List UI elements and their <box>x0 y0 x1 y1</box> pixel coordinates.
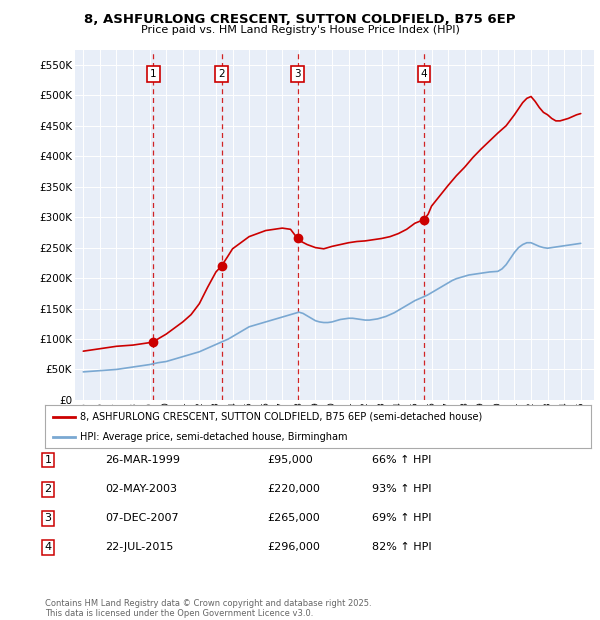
Text: 93% ↑ HPI: 93% ↑ HPI <box>372 484 431 494</box>
Text: £220,000: £220,000 <box>267 484 320 494</box>
Text: 8, ASHFURLONG CRESCENT, SUTTON COLDFIELD, B75 6EP (semi-detached house): 8, ASHFURLONG CRESCENT, SUTTON COLDFIELD… <box>80 412 483 422</box>
Text: Contains HM Land Registry data © Crown copyright and database right 2025.
This d: Contains HM Land Registry data © Crown c… <box>45 599 371 618</box>
Text: 66% ↑ HPI: 66% ↑ HPI <box>372 455 431 465</box>
Text: 8, ASHFURLONG CRESCENT, SUTTON COLDFIELD, B75 6EP: 8, ASHFURLONG CRESCENT, SUTTON COLDFIELD… <box>84 13 516 26</box>
Text: 82% ↑ HPI: 82% ↑ HPI <box>372 542 431 552</box>
Text: 2: 2 <box>218 69 225 79</box>
Text: 26-MAR-1999: 26-MAR-1999 <box>105 455 180 465</box>
Text: 3: 3 <box>294 69 301 79</box>
Text: £296,000: £296,000 <box>267 542 320 552</box>
Text: 4: 4 <box>421 69 427 79</box>
Text: £95,000: £95,000 <box>267 455 313 465</box>
Text: 1: 1 <box>44 455 52 465</box>
Text: 22-JUL-2015: 22-JUL-2015 <box>105 542 173 552</box>
Text: 2: 2 <box>44 484 52 494</box>
Text: HPI: Average price, semi-detached house, Birmingham: HPI: Average price, semi-detached house,… <box>80 432 348 442</box>
Text: 1: 1 <box>150 69 157 79</box>
Text: 02-MAY-2003: 02-MAY-2003 <box>105 484 177 494</box>
Text: 4: 4 <box>44 542 52 552</box>
Text: 3: 3 <box>44 513 52 523</box>
Text: 07-DEC-2007: 07-DEC-2007 <box>105 513 179 523</box>
Text: 69% ↑ HPI: 69% ↑ HPI <box>372 513 431 523</box>
Text: £265,000: £265,000 <box>267 513 320 523</box>
Text: Price paid vs. HM Land Registry's House Price Index (HPI): Price paid vs. HM Land Registry's House … <box>140 25 460 35</box>
